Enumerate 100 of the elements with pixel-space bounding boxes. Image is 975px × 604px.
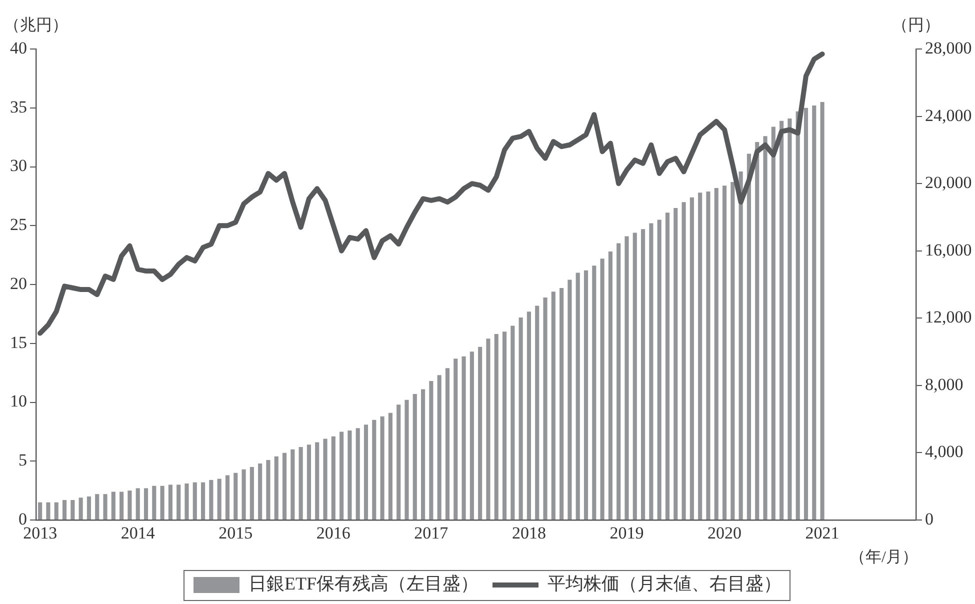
y2-tick-label: 28,000 (925, 38, 972, 58)
bar (95, 494, 100, 520)
bar (706, 191, 710, 520)
x-tick-label: 2018 (512, 524, 546, 543)
legend-label: 平均株価（月末値、右目盛） (548, 574, 782, 594)
bar (674, 208, 678, 520)
bar (388, 412, 392, 520)
x-tick-label: 2021 (805, 524, 840, 543)
bar (266, 460, 270, 520)
bar (70, 500, 75, 520)
bar (364, 424, 368, 520)
y-axis-title: （兆円） (4, 16, 68, 34)
bar (608, 252, 612, 520)
bar (462, 356, 466, 520)
bar (348, 430, 352, 520)
y-tick-label: 30 (10, 156, 27, 176)
bar (788, 118, 792, 520)
bar (763, 136, 768, 520)
bar (470, 352, 474, 520)
x-tick-label: 2019 (610, 524, 644, 543)
bar (128, 490, 132, 520)
bar (201, 482, 206, 520)
bar (641, 229, 646, 520)
bar (649, 223, 654, 520)
x-tick-label: 2020 (708, 524, 742, 543)
bar (380, 416, 384, 520)
bar (437, 375, 442, 520)
y2-axis-title: （円） (892, 17, 940, 34)
bar (690, 197, 694, 520)
bar (136, 488, 140, 520)
bar (46, 502, 50, 520)
x-tick-label: 2014 (120, 524, 156, 543)
bar (62, 500, 67, 520)
bar (755, 142, 760, 520)
bar (714, 188, 718, 520)
bar (502, 332, 507, 520)
bar (78, 498, 83, 520)
bar (38, 502, 42, 520)
bar (510, 326, 515, 520)
bar (518, 317, 523, 520)
bar (657, 220, 662, 520)
bar (412, 394, 417, 520)
x-tick-label: 2017 (414, 524, 449, 543)
bar (551, 292, 556, 520)
y-tick-label: 10 (10, 392, 27, 411)
y-tick-label: 20 (10, 274, 27, 293)
bar (478, 346, 482, 520)
y-tick-label: 35 (10, 97, 27, 116)
bar (796, 111, 800, 520)
bar (543, 297, 548, 520)
bar (331, 436, 336, 520)
bar (234, 472, 238, 520)
bar (315, 442, 320, 520)
bar (356, 428, 360, 520)
bar (225, 475, 230, 520)
bar (323, 438, 328, 520)
bar (103, 494, 108, 520)
bar (535, 306, 540, 520)
bar (682, 202, 686, 520)
bar (746, 154, 751, 520)
bar (120, 492, 124, 520)
bar (454, 358, 458, 520)
x-axis-title: （年/月） (850, 549, 918, 566)
bar (494, 334, 498, 520)
bar (526, 312, 531, 520)
bar (576, 272, 580, 520)
bar (168, 484, 172, 520)
bar (306, 444, 311, 520)
bar (568, 280, 572, 520)
bar (282, 452, 287, 520)
bar (209, 480, 214, 520)
bar (698, 192, 702, 520)
bar (340, 432, 344, 520)
bar (780, 120, 784, 520)
bar (184, 484, 189, 520)
bar (274, 456, 278, 520)
bar (584, 270, 588, 520)
bar (560, 288, 564, 520)
legend-label: 日銀ETF保有残高（左目盛） (248, 574, 479, 594)
bar (160, 486, 164, 520)
y2-tick-label: 16,000 (925, 240, 972, 260)
bar (111, 492, 116, 520)
y-tick-label: 15 (10, 332, 27, 352)
y2-tick-label: 4,000 (925, 442, 964, 462)
bar (404, 400, 409, 520)
bar (176, 484, 181, 520)
bar (250, 467, 254, 520)
bar (722, 186, 727, 520)
bar (290, 449, 295, 520)
bar (632, 232, 637, 520)
bar (217, 478, 222, 520)
bar (738, 171, 743, 520)
y2-tick-label: 24,000 (925, 106, 972, 125)
y2-tick-label: 12,000 (925, 308, 972, 327)
bar (486, 338, 490, 520)
y-tick-label: 40 (10, 38, 27, 58)
y-tick-label: 25 (10, 215, 27, 234)
bar (820, 102, 824, 520)
x-tick-label: 2015 (218, 524, 253, 543)
bar (396, 404, 401, 520)
